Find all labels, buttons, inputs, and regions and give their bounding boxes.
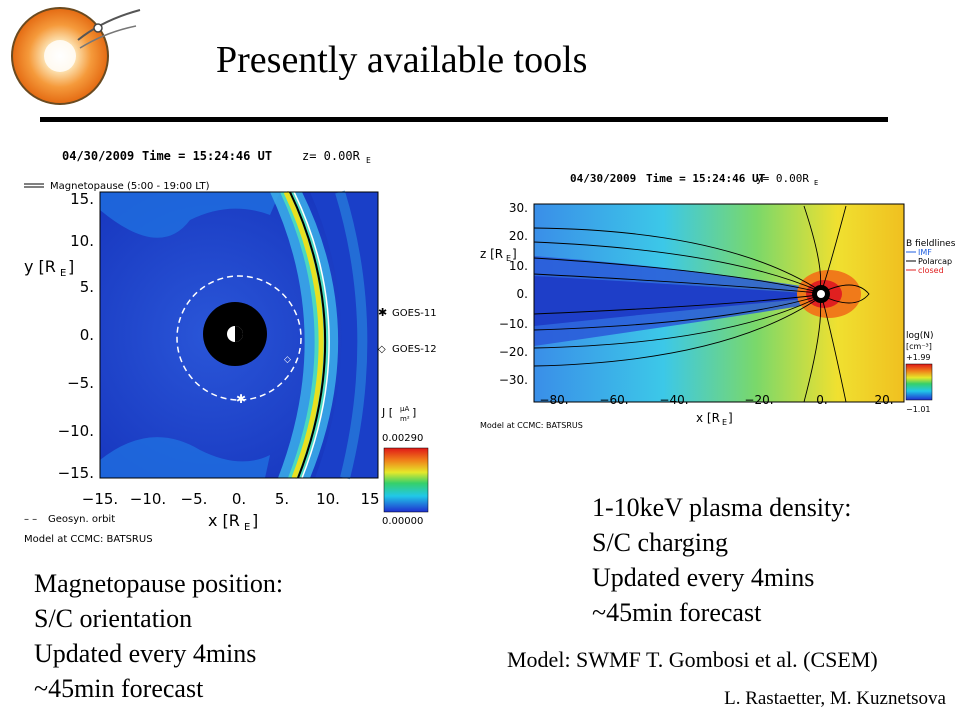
right-cbar-unit: [cm⁻³] xyxy=(906,342,932,351)
left-caption: Magnetopause position: S/C orientation U… xyxy=(34,566,283,706)
svg-text:✱: ✱ xyxy=(236,392,246,406)
right-ytick: −20. xyxy=(499,345,528,359)
title-divider xyxy=(40,117,888,122)
legend-imf: IMF xyxy=(918,248,932,257)
left-cbar-label-end: ] xyxy=(412,406,416,419)
left-caption-line: Updated every 4mins xyxy=(34,639,257,668)
legend-magnetopause: Magnetopause (5:00 - 19:00 LT) xyxy=(50,181,210,192)
left-xtick: −5. xyxy=(181,490,208,508)
legend-bfieldlines: B fieldlines xyxy=(906,239,956,249)
right-plot-date: 04/30/2009 xyxy=(570,172,636,185)
right-xlabel-end: ] xyxy=(728,411,733,425)
right-xtick: −20. xyxy=(744,393,773,407)
right-caption: 1-10keV plasma density: S/C charging Upd… xyxy=(592,490,851,630)
legend-goes12: GOES-12 xyxy=(392,344,437,355)
right-caption-line: S/C charging xyxy=(592,528,729,557)
left-cbar-label: J [ xyxy=(381,406,393,419)
right-xlabel: x [R xyxy=(696,411,720,425)
model-credit: Model: SWMF T. Gombosi et al. (CSEM) xyxy=(507,647,878,672)
left-ylabel: y [R xyxy=(24,257,56,276)
legend-goes11: GOES-11 xyxy=(392,308,437,319)
legend-closed: closed xyxy=(918,266,944,275)
left-xtick: 5. xyxy=(275,490,289,508)
left-xtick: 0. xyxy=(232,490,246,508)
right-model-note: Model at CCMC: BATSRUS xyxy=(480,421,583,430)
left-xtick: −15. xyxy=(82,490,118,508)
right-xtick: −40. xyxy=(659,393,688,407)
legend-polarcap: Polarcap xyxy=(918,257,952,266)
left-cbar-unit-num: μA xyxy=(400,405,409,413)
right-xtick: 20. xyxy=(874,393,893,407)
left-plot-date: 04/30/2009 xyxy=(62,149,134,163)
author-credit: L. Rastaetter, M. Kuznetsova xyxy=(724,688,946,709)
legend-geosyn: Geosyn. orbit xyxy=(48,514,115,525)
svg-text:– –: – – xyxy=(24,514,37,525)
right-plot-time: Time = 15:24:46 UT xyxy=(646,172,766,185)
right-xtick: −60. xyxy=(599,393,628,407)
left-ytick: −10. xyxy=(58,422,94,440)
left-xtick: −10. xyxy=(130,490,166,508)
plasma-density-plot: 04/30/2009 Time = 15:24:46 UT y= 0.00R E xyxy=(480,172,956,430)
sun-logo-icon xyxy=(11,7,141,105)
right-caption-line: 1-10keV plasma density: xyxy=(592,493,852,522)
left-colorbar xyxy=(383,447,429,513)
left-plot-plane-sub: E xyxy=(366,156,371,165)
left-plot-plane: z= 0.00R xyxy=(302,149,361,163)
right-caption-line: Updated every 4mins xyxy=(592,563,815,592)
right-ytick: 20. xyxy=(509,229,528,243)
left-ytick: 10. xyxy=(70,232,94,250)
right-ytick: 0. xyxy=(517,287,528,301)
svg-text:✱: ✱ xyxy=(378,306,387,319)
left-ylabel-end: ] xyxy=(68,257,74,276)
right-ylabel-end: ] xyxy=(512,247,517,261)
right-plot-plane-sub: E xyxy=(814,179,818,187)
right-ytick: 10. xyxy=(509,259,528,273)
left-ytick: 0. xyxy=(80,326,94,344)
svg-text:◇: ◇ xyxy=(284,355,291,365)
left-cbar-max: 0.00290 xyxy=(382,433,423,444)
right-plot-area xyxy=(533,203,905,403)
left-caption-line: Magnetopause position: xyxy=(34,569,284,598)
left-plot-time: Time = 15:24:46 UT xyxy=(142,149,272,163)
left-model-note: Model at CCMC: BATSRUS xyxy=(24,534,153,545)
magnetopause-plot: 04/30/2009 Time = 15:24:46 UT z= 0.00R E… xyxy=(24,149,437,545)
right-cbar-min: −1.01 xyxy=(906,405,931,414)
left-xlabel-sub: E xyxy=(244,522,250,533)
left-ytick: 15. xyxy=(70,190,94,208)
right-xtick: −80. xyxy=(539,393,568,407)
left-xlabel-end: ] xyxy=(252,511,258,530)
right-ytick: −30. xyxy=(499,373,528,387)
left-ytick: −15. xyxy=(58,464,94,482)
right-ylabel: z [R xyxy=(480,247,503,261)
left-ytick: 5. xyxy=(80,278,94,296)
left-cbar-unit-den: m² xyxy=(400,415,410,423)
svg-text:◇: ◇ xyxy=(378,344,386,355)
right-colorbar xyxy=(905,363,933,401)
right-xtick: 0. xyxy=(816,393,827,407)
left-xtick: 10. xyxy=(316,490,340,508)
left-caption-line: ~45min forecast xyxy=(34,674,204,703)
right-plot-plane: y= 0.00R xyxy=(756,172,809,185)
left-ylabel-sub: E xyxy=(60,268,66,279)
right-ylabel-sub: E xyxy=(506,254,511,263)
left-xlabel: x [R xyxy=(208,511,240,530)
right-cbar-label: log(N) xyxy=(906,331,933,341)
left-caption-line: S/C orientation xyxy=(34,604,193,633)
right-ytick: 30. xyxy=(509,201,528,215)
left-plot-area: ✱ ◇ xyxy=(99,190,379,480)
right-cbar-max: +1.99 xyxy=(906,353,931,362)
right-ytick: −10. xyxy=(499,317,528,331)
page-title: Presently available tools xyxy=(216,39,588,81)
right-xlabel-sub: E xyxy=(722,418,727,427)
left-xtick: 15 xyxy=(360,490,379,508)
left-cbar-min: 0.00000 xyxy=(382,516,423,527)
right-caption-line: ~45min forecast xyxy=(592,598,762,627)
left-ytick: −5. xyxy=(67,374,94,392)
